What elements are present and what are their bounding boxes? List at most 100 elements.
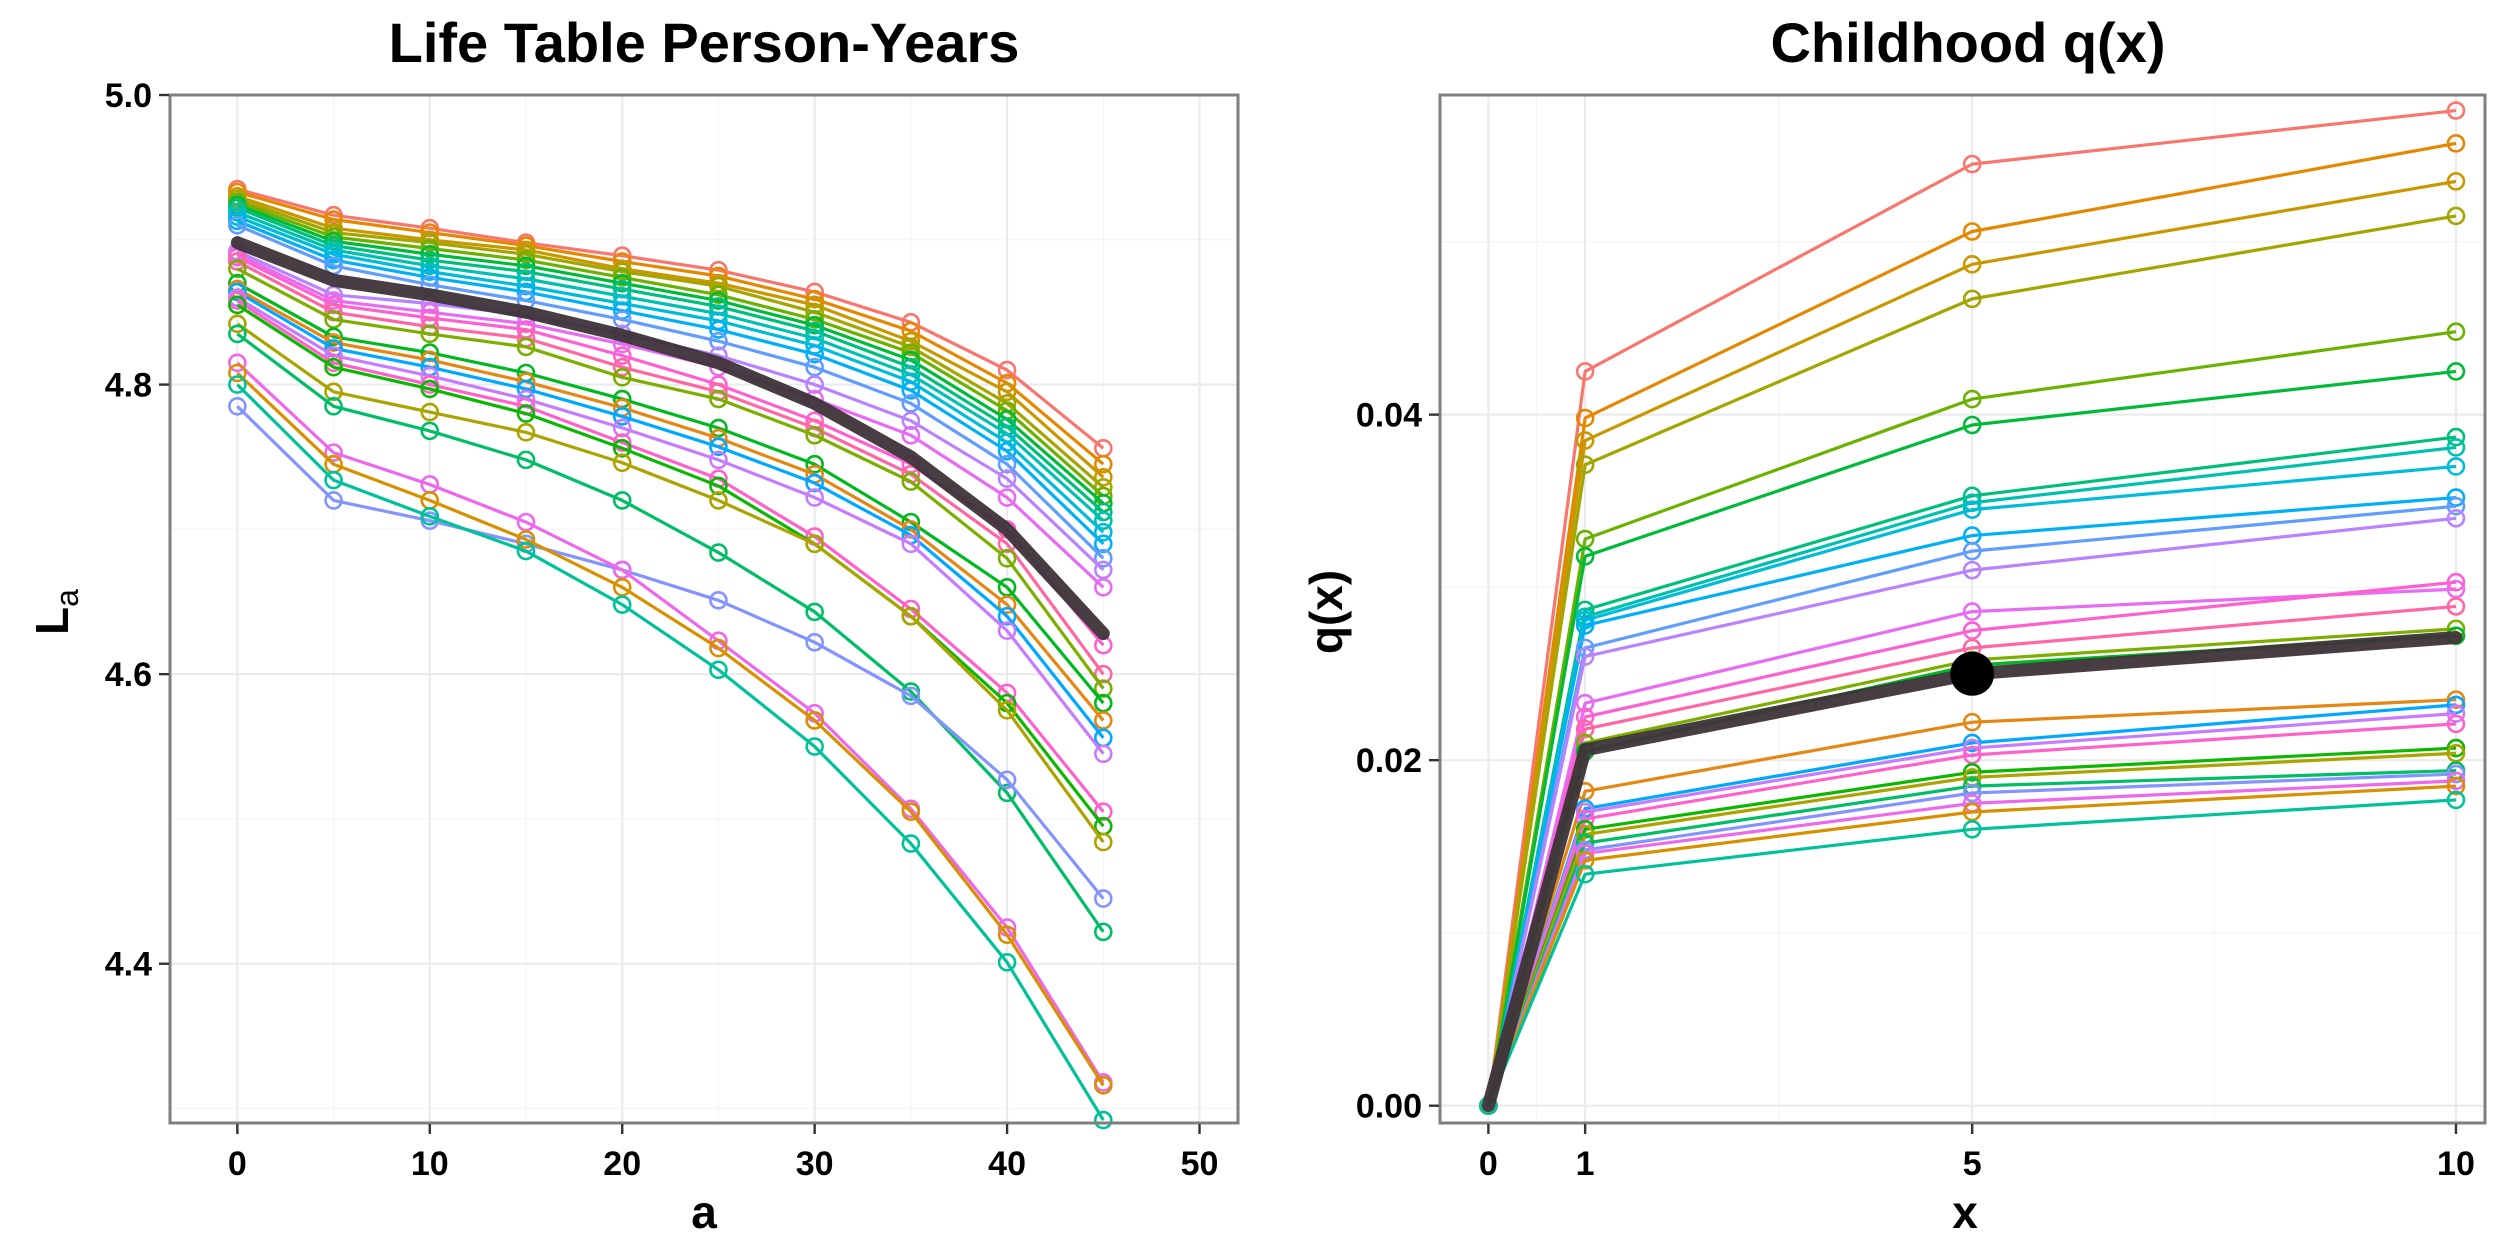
series-point xyxy=(324,396,343,416)
series-point xyxy=(420,324,440,344)
left-y-axis-title-main: L xyxy=(26,607,78,635)
series-point xyxy=(709,437,728,457)
series-line xyxy=(1486,722,2457,1107)
x-tick-label: 1 xyxy=(1576,1145,1595,1183)
series-point xyxy=(709,331,728,351)
y-tick-label: 0.02 xyxy=(1356,742,1422,780)
series-point xyxy=(709,418,728,438)
series-point xyxy=(805,473,824,493)
series-line xyxy=(236,190,1105,466)
series-point xyxy=(1962,602,1982,621)
series-point xyxy=(2446,488,2466,507)
left-y-axis-ticks: 4.4 4.6 4.8 5.0 xyxy=(105,77,169,984)
series-point xyxy=(612,560,632,580)
series-point xyxy=(1962,560,1982,580)
series-point xyxy=(997,382,1017,402)
series-point xyxy=(612,433,632,452)
series-point xyxy=(612,357,632,377)
left-y-axis-title-sub: a xyxy=(49,589,85,607)
series-point xyxy=(709,320,728,339)
series-line xyxy=(236,299,1105,813)
series-point xyxy=(997,469,1017,488)
series-point xyxy=(901,534,921,554)
series-point xyxy=(1093,744,1113,764)
left-y-axis-title: La xyxy=(26,589,85,635)
series-line xyxy=(236,219,1105,545)
series-point xyxy=(1093,1076,1113,1095)
series-point xyxy=(1575,431,1595,450)
series-line xyxy=(236,260,1105,676)
series-point xyxy=(1575,693,1595,713)
series-point xyxy=(901,686,921,706)
series-point xyxy=(516,276,536,296)
series-point xyxy=(1575,864,1595,884)
series-point xyxy=(901,425,921,445)
series-point xyxy=(516,250,536,270)
series-point xyxy=(516,256,536,276)
series-point xyxy=(709,285,728,305)
mean-line xyxy=(1481,631,2463,1113)
series-point xyxy=(805,310,824,329)
series-line xyxy=(1486,141,2457,1106)
series-line xyxy=(236,223,1105,560)
series-point xyxy=(228,353,247,373)
series-point xyxy=(805,602,824,622)
series-point xyxy=(1962,500,1982,519)
series-line xyxy=(236,187,1105,450)
series-point xyxy=(1093,1110,1113,1130)
highlight-point xyxy=(1950,651,1995,696)
series-point xyxy=(228,216,247,235)
series-point xyxy=(997,454,1017,474)
right-y-axis-ticks: 0.00 0.02 0.04 xyxy=(1356,397,1439,1126)
series-point xyxy=(805,454,824,474)
series-point xyxy=(420,507,440,526)
y-tick-label: 4.4 xyxy=(105,946,152,984)
series-point xyxy=(516,450,536,470)
series-point xyxy=(612,577,632,597)
series-point xyxy=(324,470,343,490)
left-plot-border xyxy=(168,93,1240,1125)
series-point xyxy=(324,443,343,462)
series-point xyxy=(997,360,1017,380)
series-line xyxy=(1486,784,2457,1107)
series-point xyxy=(516,404,536,423)
series-point xyxy=(420,239,440,258)
series-point xyxy=(2446,790,2466,810)
series-point xyxy=(420,233,440,252)
series-point xyxy=(612,438,632,458)
series-point xyxy=(516,512,536,532)
series-line xyxy=(236,287,1105,722)
series-point xyxy=(324,310,343,329)
series-point xyxy=(324,244,343,264)
series-point xyxy=(805,289,824,309)
series-point xyxy=(709,543,728,562)
series-point xyxy=(1962,389,1982,409)
series-point xyxy=(997,783,1017,803)
series-line xyxy=(1486,369,2457,1107)
series-point xyxy=(1093,511,1113,530)
series-point xyxy=(1093,454,1113,474)
series-point xyxy=(901,394,921,413)
series-line xyxy=(236,200,1105,498)
series-line xyxy=(1486,495,2457,1107)
series-point xyxy=(2446,597,2466,616)
series-point xyxy=(709,638,728,658)
series-point xyxy=(709,660,728,680)
series-point xyxy=(997,701,1017,720)
series-point xyxy=(997,952,1017,972)
series-point xyxy=(901,472,921,491)
series-line xyxy=(1486,179,2457,1106)
series-point xyxy=(901,834,921,853)
series-line xyxy=(236,303,1105,828)
series-point xyxy=(1093,711,1113,730)
series-point xyxy=(805,315,824,335)
series-point xyxy=(420,402,440,422)
series-point xyxy=(805,425,824,445)
series-point xyxy=(1093,832,1113,852)
series-point xyxy=(324,491,343,510)
series-point xyxy=(1093,549,1113,568)
series-point xyxy=(2446,322,2466,341)
series-point xyxy=(2446,771,2466,791)
series-point xyxy=(1093,522,1113,542)
